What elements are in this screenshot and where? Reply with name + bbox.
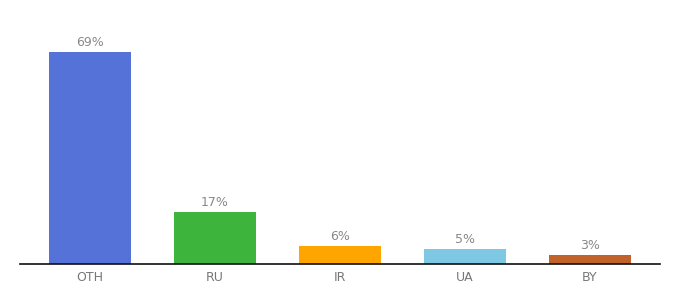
Bar: [549, 255, 630, 264]
Text: 5%: 5%: [455, 233, 475, 246]
Bar: [175, 212, 256, 264]
Text: 69%: 69%: [76, 36, 104, 49]
Bar: [299, 245, 381, 264]
Bar: [50, 52, 131, 264]
Bar: [424, 249, 505, 264]
Text: 17%: 17%: [201, 196, 229, 209]
Text: 6%: 6%: [330, 230, 350, 243]
Text: 3%: 3%: [580, 239, 600, 252]
